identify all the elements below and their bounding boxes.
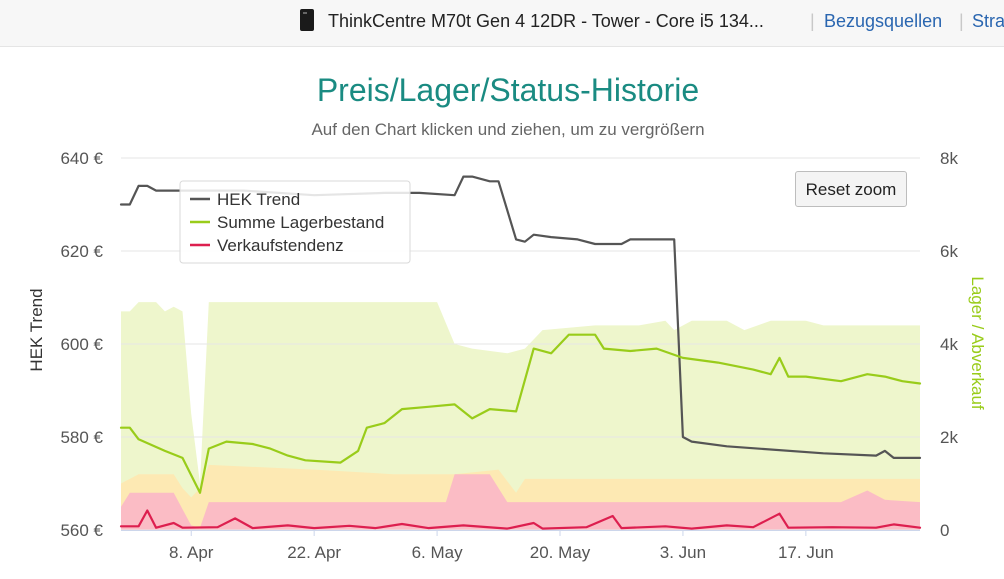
separator: | (959, 11, 964, 31)
partial-link[interactable]: Stra (972, 11, 1004, 31)
x-tick-label: 22. Apr (287, 543, 341, 562)
y-tick-label-left: 640 € (60, 149, 103, 168)
left-axis-title: HEK Trend (27, 288, 46, 371)
product-title[interactable]: ThinkCentre M70t Gen 4 12DR - Tower - Co… (328, 11, 764, 31)
reset-zoom-button[interactable]: Reset zoom (795, 171, 907, 207)
y-tick-label-right: 2k (940, 428, 958, 447)
y-tick-label-left: 560 € (60, 521, 103, 540)
y-tick-label-right: 0 (940, 521, 949, 540)
separator: | (810, 11, 815, 31)
legend-box (179, 180, 411, 264)
chart-title: Preis/Lager/Status-Historie (316, 72, 700, 108)
y-tick-label-right: 6k (940, 242, 958, 261)
legend-label-lagerbestand[interactable]: Summe Lagerbestand (217, 213, 384, 232)
series-line-1 (119, 333, 922, 494)
sources-link[interactable]: Bezugsquellen (824, 11, 943, 31)
x-tick-label: 20. May (530, 543, 591, 562)
x-tick-label: 17. Jun (778, 543, 834, 562)
tower-pc-icon (300, 9, 314, 31)
legend-label-hek-trend[interactable]: HEK Trend (217, 190, 300, 209)
x-tick-label: 3. Jun (660, 543, 706, 562)
y-tick-label-right: 8k (940, 149, 958, 168)
band-area-2 (121, 474, 920, 530)
y-tick-label-right: 4k (940, 335, 958, 354)
x-tick-label: 8. Apr (169, 543, 214, 562)
series-line-2 (119, 509, 922, 530)
legend: HEK Trend Summe Lagerbestand Verkaufsten… (179, 180, 411, 264)
y-tick-label-left: 620 € (60, 242, 103, 261)
chart-subtitle: Auf den Chart klicken und ziehen, um zu … (311, 120, 705, 139)
y-tick-label-left: 580 € (60, 428, 103, 447)
right-axis-title: Lager / Abverkauf (968, 276, 987, 410)
top-bar: ThinkCentre M70t Gen 4 12DR - Tower - Co… (0, 0, 1004, 47)
legend-label-verkaufstendenz[interactable]: Verkaufstendenz (217, 236, 344, 255)
y-tick-label-left: 600 € (60, 335, 103, 354)
x-tick-label: 6. May (412, 543, 464, 562)
